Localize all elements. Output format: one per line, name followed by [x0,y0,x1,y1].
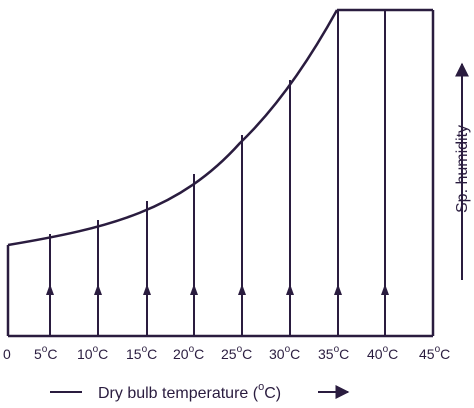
vertical-lines [49,10,386,336]
up-arrow-icon [46,284,54,295]
x-tick-20: 20oC [173,344,204,362]
up-arrow-icon [190,284,198,295]
up-arrow-icon [381,284,389,295]
x-tick-5: 5oC [34,344,57,362]
x-tick-labels: 0 5oC 10oC 15oC 20oC 25oC 30oC 35oC 40oC… [3,344,450,362]
x-tick-35: 35oC [318,344,349,362]
x-tick-10: 10oC [77,344,108,362]
saturation-curve [7,9,339,247]
up-arrow-icon [143,284,151,295]
up-arrow-icon [286,284,294,295]
up-arrow-icon [94,284,102,295]
x-tick-25: 25oC [221,344,252,362]
x-tick-30: 30oC [269,344,300,362]
x-tick-0: 0 [3,346,11,362]
x-tick-15: 15oC [126,344,157,362]
up-arrow-icon [334,284,342,295]
x-tick-40: 40oC [367,344,398,362]
x-tick-45: 45oC [419,344,450,362]
x-axis-label: Dry bulb temperature (oC) [98,381,281,402]
upward-arrows [46,284,389,295]
y-axis-label: Sp. humidity [454,125,471,213]
up-arrow-icon [238,284,246,295]
